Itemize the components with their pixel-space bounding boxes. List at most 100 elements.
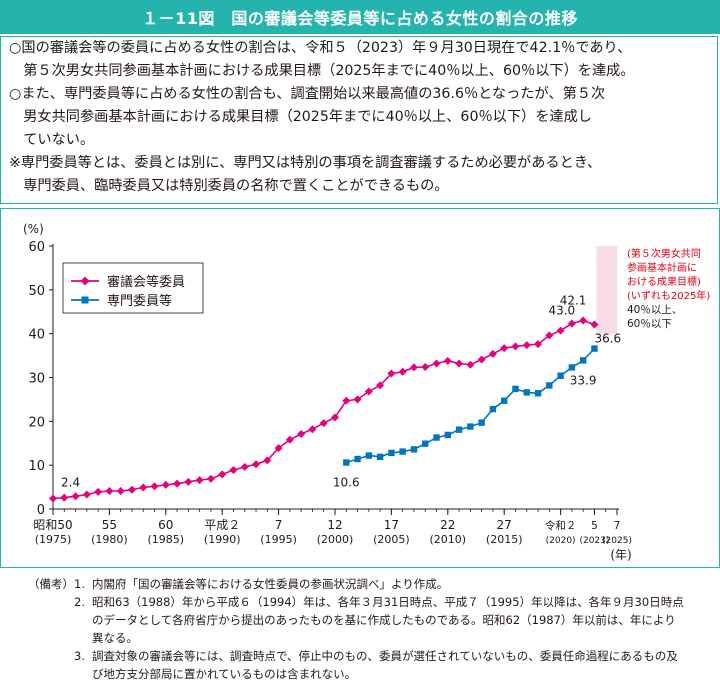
summary-line: ○国の審議会等の委員に占める女性の割合は、令和５（2023）年９月30日現在で4… <box>9 40 632 56</box>
series-2-point <box>399 448 406 455</box>
legend-box <box>62 262 204 314</box>
summary-line: ていない。 <box>9 132 95 148</box>
series-2-point <box>467 423 474 430</box>
note-number: 1. <box>74 577 85 591</box>
legend-label: 専門委員等 <box>107 293 172 309</box>
series-1-point <box>285 435 294 444</box>
series-1-point <box>421 362 430 371</box>
summary-line: 専門委員、臨時委員又は特別委員の名称で置くことができるもの。 <box>9 178 449 194</box>
data-label: 43.0 <box>548 304 575 318</box>
x-tick-sublabel: (2020) <box>546 536 576 546</box>
series-1-point <box>331 413 339 422</box>
series-1-point <box>353 395 362 404</box>
note-text: のデータとして各府省庁から提出のあったものを基に作成したものである。昭和62（1… <box>92 613 676 627</box>
x-tick-label: 5 <box>591 520 598 532</box>
series-1-point <box>105 487 114 496</box>
series-1-point <box>342 396 351 405</box>
x-tick-label: 平成２ <box>204 518 240 532</box>
series-1-point <box>376 381 385 390</box>
x-tick-sublabel: (1985) <box>148 533 185 546</box>
series-2-point <box>568 364 576 371</box>
x-tick-sublabel: (2010) <box>430 533 467 546</box>
x-tick-label: 12 <box>327 518 342 532</box>
series-1-point <box>297 430 306 439</box>
x-tick-sublabel: (1990) <box>204 533 241 546</box>
x-tick-sublabel: (2023) <box>579 536 609 546</box>
series-1-point <box>432 359 441 368</box>
x-tick-label: 令和２ <box>545 519 577 532</box>
target-note-line: 参画基本計画に <box>627 261 697 274</box>
target-range-label: 60％以下 <box>627 318 672 330</box>
series-2-point <box>343 459 350 466</box>
series-group <box>49 316 599 503</box>
summary-line: 男女共同参画基本計画における成果目標（2025年までに40％以上、60％以下）を… <box>9 109 592 125</box>
series-1-point <box>409 363 418 372</box>
series-1-point <box>590 320 599 329</box>
series-1-point <box>477 355 486 364</box>
series-2-point <box>523 389 530 396</box>
series-1-point <box>364 387 373 396</box>
legend-marker-diamond <box>80 276 90 286</box>
target-note-line: おける成果目標) <box>627 275 701 288</box>
series-2-point <box>422 440 429 447</box>
series-2-point <box>365 452 373 459</box>
series-2-point <box>534 390 542 397</box>
series-1-point <box>49 494 57 503</box>
series-1-point <box>161 480 170 489</box>
x-tick-label: 60 <box>158 518 173 532</box>
series-2-point <box>489 405 497 413</box>
series-2-point <box>501 397 508 404</box>
axes-group: 0102030405060(%)昭和50(1975)55(1980)60(198… <box>23 222 632 562</box>
series-1-point <box>263 456 272 465</box>
note-text: 昭和63（1988）年から平成６（1994）年は、各年３月31日時点、平成７（1… <box>92 595 684 609</box>
data-label: 10.6 <box>333 476 360 490</box>
series-1-point <box>443 356 452 365</box>
series-1-point <box>82 490 91 499</box>
note-number: 3. <box>74 649 85 663</box>
summary-line: 第５次男女共同参画基本計画における成果目標（2025年までに40％以上、60％以… <box>9 63 635 79</box>
target-range-band <box>596 246 617 334</box>
x-tick-label: 7 <box>275 518 283 532</box>
x-tick-label: 55 <box>102 518 117 532</box>
x-tick-sublabel: (2025) <box>602 536 632 546</box>
note-text: 内閣府「国の審議会等における女性委員の参画状況調べ」より作成。 <box>92 577 449 591</box>
target-note-line: (いずれも2025年) <box>627 289 710 302</box>
x-tick-sublabel: (2000) <box>317 533 354 546</box>
series-2-point <box>557 372 564 379</box>
series-1-point <box>229 465 238 474</box>
note-text: び地方支分部局に置かれているものは含まれない。 <box>92 667 357 681</box>
series-1-point <box>500 344 509 353</box>
summary-box: ○国の審議会等の委員に占める女性の割合は、令和５（2023）年９月30日現在で4… <box>0 36 718 204</box>
data-label: 2.4 <box>61 475 80 489</box>
series-2-point <box>376 453 384 461</box>
series-2-point <box>478 419 485 426</box>
notes: （備考） 1. 内閣府「国の審議会等における女性委員の参画状況調べ」より作成。 … <box>0 576 720 686</box>
series-1-point <box>240 462 249 471</box>
line-chart: 0102030405060(%)昭和50(1975)55(1980)60(198… <box>23 222 710 562</box>
series-2-point <box>591 345 598 352</box>
y-axis-unit: (%) <box>23 222 44 236</box>
data-label: 36.6 <box>594 332 621 346</box>
series-1-point <box>218 470 227 479</box>
target-range-label: 40％以上、 <box>627 304 682 316</box>
x-axis-unit: (年) <box>610 548 631 562</box>
series-1-point <box>252 460 261 469</box>
series-2-point <box>444 431 451 439</box>
legend-label: 審議会等委員 <box>107 274 185 290</box>
series-1-point <box>579 316 588 325</box>
series-1-point <box>534 340 543 349</box>
x-tick-sublabel: (1980) <box>91 533 128 546</box>
series-2-point <box>512 385 519 393</box>
note-text: 異なる。 <box>92 631 138 645</box>
series-2-point <box>354 455 361 463</box>
series-1-point <box>455 359 464 368</box>
series-1-point <box>127 485 136 494</box>
figure-title: １－11図 国の審議会等委員等に占める女性の割合の推移 <box>0 0 720 34</box>
series-1-point <box>387 369 396 378</box>
y-tick-label: 50 <box>28 284 45 299</box>
target-note-line: (第５次男女共同 <box>627 247 701 260</box>
y-tick-label: 20 <box>28 415 45 430</box>
labels-group: 2.4 43.042.1 10.6 33.9 36.6 (第５次男女共同参画基本計画におけ… <box>61 247 710 490</box>
series-1-point <box>150 482 159 491</box>
series-1-point <box>116 487 125 496</box>
